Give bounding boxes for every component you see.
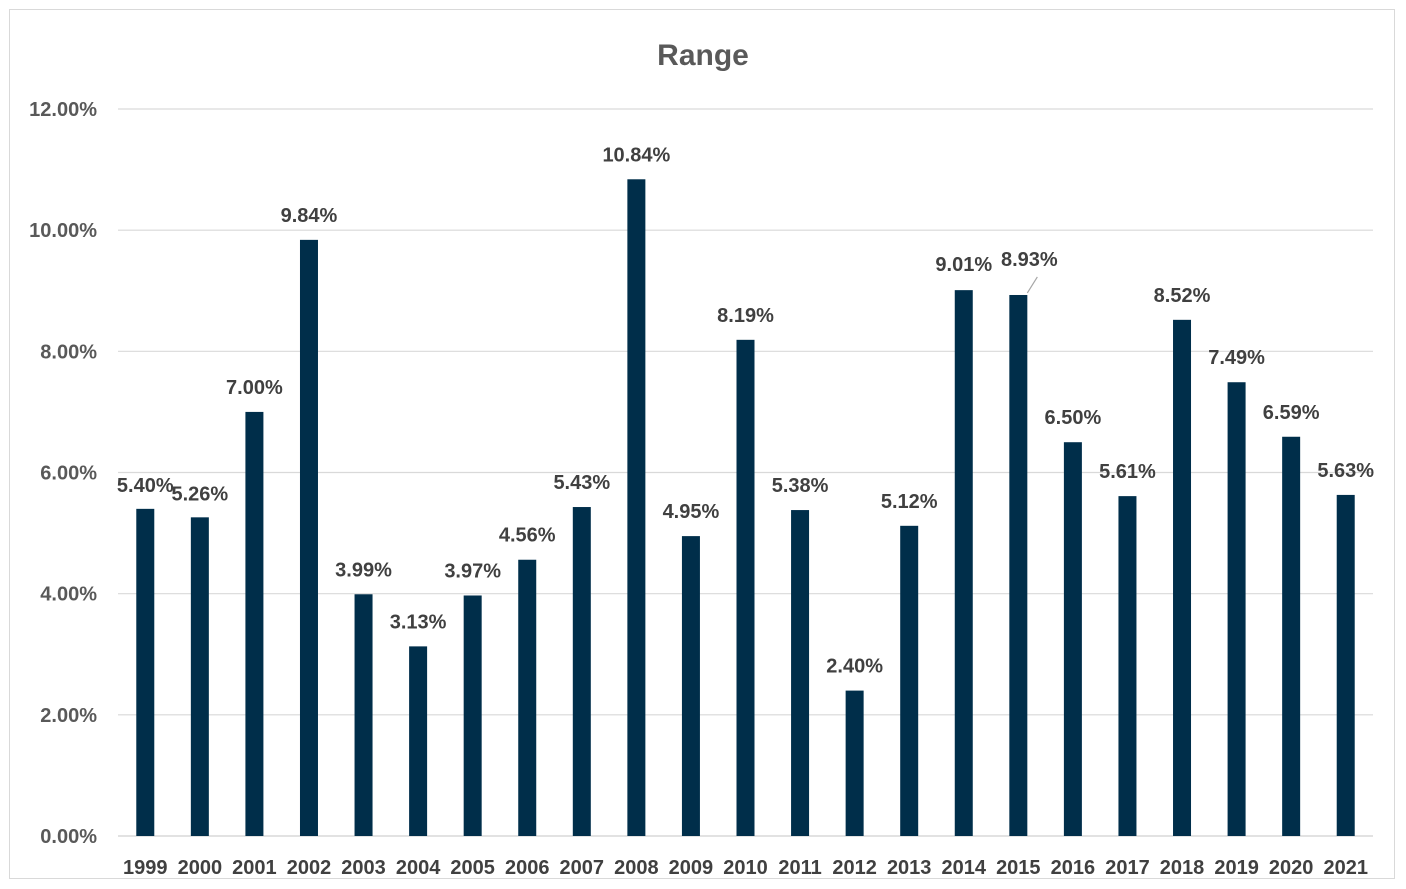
data-label: 8.52% <box>1154 285 1211 307</box>
y-tick-label: 12.00% <box>29 99 97 121</box>
x-tick-label: 2006 <box>505 857 550 879</box>
x-axis-tick-labels: 1999 2000 2001 2002 2003 2004 2005 2006 2007 2008… <box>123 857 1368 879</box>
bar <box>736 339 755 836</box>
data-label: 10.84% <box>602 144 670 166</box>
data-label: 5.26% <box>171 483 228 505</box>
y-tick-label: 8.00% <box>40 341 97 363</box>
bar <box>190 517 209 836</box>
y-tick-label: 4.00% <box>40 584 97 606</box>
data-label: 6.50% <box>1045 407 1102 429</box>
x-tick-label: 2000 <box>178 857 223 879</box>
bars <box>136 179 1355 837</box>
x-tick-label: 2017 <box>1105 857 1150 879</box>
y-tick-label: 6.00% <box>40 463 97 485</box>
bar <box>845 690 864 836</box>
bar <box>572 507 591 836</box>
bar <box>136 508 155 836</box>
data-label: 5.63% <box>1317 460 1374 482</box>
y-tick-label: 10.00% <box>29 220 97 242</box>
bar <box>954 290 973 836</box>
x-tick-label: 2012 <box>832 857 877 879</box>
x-tick-label: 2011 <box>778 857 821 879</box>
x-tick-label: 2008 <box>614 857 659 879</box>
data-label: 9.84% <box>281 205 338 227</box>
data-labels: 5.40%5.26% 7.00% 9.84% 3.99% 3.13% 3.97% 4.56%… <box>117 144 1374 677</box>
data-label: 3.13% <box>390 611 447 633</box>
data-label: 4.95% <box>663 501 720 523</box>
data-label: 3.97% <box>444 560 501 582</box>
y-axis-tick-labels: 0.00% 2.00% 4.00% 6.00% 8.00% 10.00% 12.00% <box>29 99 97 848</box>
bar <box>681 536 700 836</box>
x-tick-label: 2021 <box>1323 857 1368 879</box>
data-label: 3.99% <box>335 559 392 581</box>
data-label: 9.01% <box>935 254 992 276</box>
x-tick-label: 2015 <box>996 857 1041 879</box>
data-label: 4.56% <box>499 525 556 547</box>
bar <box>1336 494 1355 836</box>
bar <box>900 525 919 836</box>
data-label: 2.40% <box>826 656 883 678</box>
x-tick-label: 1999 <box>123 857 168 879</box>
data-label: 5.61% <box>1099 461 1156 483</box>
bar <box>354 594 373 836</box>
x-tick-label: 2010 <box>723 857 768 879</box>
x-tick-label: 2013 <box>887 857 932 879</box>
x-tick-label: 2019 <box>1214 857 1259 879</box>
bar <box>1173 319 1192 837</box>
x-tick-label: 2002 <box>287 857 332 879</box>
bar <box>1282 436 1301 836</box>
y-tick-label: 2.00% <box>40 705 97 727</box>
x-tick-label: 2018 <box>1160 857 1205 879</box>
bar <box>299 239 318 837</box>
bar <box>409 646 428 836</box>
data-label: 5.38% <box>772 475 829 497</box>
bar <box>1118 496 1137 836</box>
x-tick-label: 2020 <box>1269 857 1314 879</box>
data-label: 8.93% <box>1001 249 1058 271</box>
bar <box>1009 294 1028 836</box>
bar <box>791 510 810 836</box>
data-label-leader-line <box>1026 276 1038 294</box>
x-tick-label: 2016 <box>1051 857 1096 879</box>
bar <box>1063 442 1082 836</box>
data-label: 5.40% <box>117 475 174 497</box>
x-tick-label: 2003 <box>341 857 386 879</box>
bar <box>518 559 537 836</box>
bar <box>463 595 482 836</box>
chart-title: Range <box>657 39 749 72</box>
data-label: 8.19% <box>717 305 774 327</box>
x-tick-label: 2004 <box>396 857 441 879</box>
x-tick-label: 2007 <box>560 857 605 879</box>
y-tick-label: 0.00% <box>40 826 97 848</box>
bar <box>627 179 646 836</box>
data-label: 5.43% <box>553 472 610 494</box>
data-label: 6.59% <box>1263 402 1320 424</box>
data-label: 5.12% <box>881 491 938 513</box>
bar <box>245 411 264 836</box>
x-tick-label: 2005 <box>450 857 495 879</box>
bar <box>1227 382 1246 836</box>
x-tick-label: 2001 <box>232 857 277 879</box>
chart-frame <box>9 9 1395 879</box>
x-tick-label: 2014 <box>942 857 987 879</box>
data-label: 7.00% <box>226 377 283 399</box>
x-tick-label: 2009 <box>669 857 714 879</box>
data-label: 7.49% <box>1208 347 1265 369</box>
